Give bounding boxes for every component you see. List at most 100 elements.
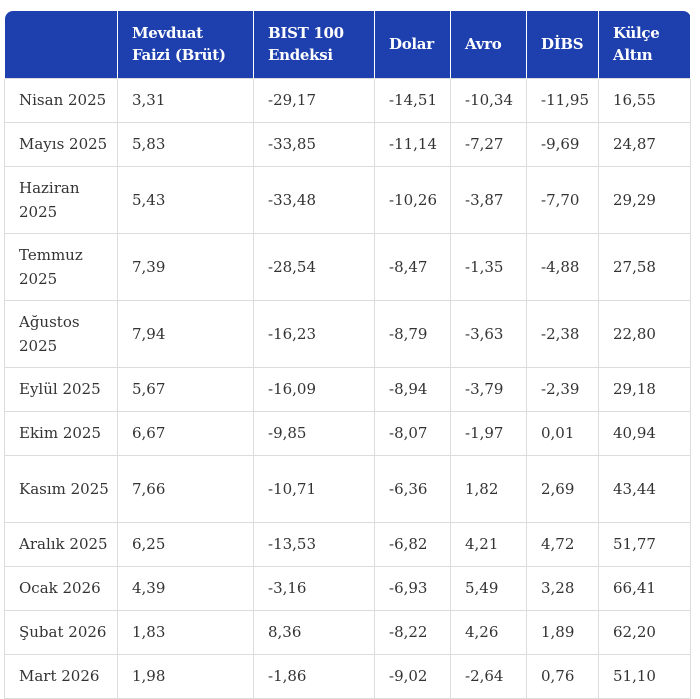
returns-table-container: Mevduat Faizi (Brüt) BIST 100 Endeksi Do… [4, 11, 691, 699]
euro-cell: -3,87 [450, 165, 527, 234]
table-row: Mart 2026 1,98 -1,86 -9,02 -2,64 0,76 51… [4, 653, 691, 699]
gold-bullion-cell: 29,29 [598, 165, 691, 234]
gold-bullion-cell: 22,80 [598, 299, 691, 368]
table-header: Mevduat Faizi (Brüt) BIST 100 Endeksi Do… [4, 11, 691, 78]
dibs-cell: -2,39 [526, 366, 599, 412]
bist100-cell: -29,17 [253, 77, 375, 123]
gold-bullion-cell: 16,55 [598, 77, 691, 123]
period-cell: Eylül 2025 [4, 366, 118, 412]
deposit-rate-cell: 5,43 [117, 165, 254, 234]
table-row: Haziran 2025 5,43 -33,48 -10,26 -3,87 -7… [4, 165, 691, 234]
table-row: Nisan 2025 3,31 -29,17 -14,51 -10,34 -11… [4, 77, 691, 123]
gold-bullion-cell: 24,87 [598, 121, 691, 167]
dibs-cell: 1,89 [526, 609, 599, 655]
period-cell: Mart 2026 [4, 653, 118, 699]
dollar-cell: -6,93 [374, 565, 451, 611]
deposit-rate-cell: 1,83 [117, 609, 254, 655]
bist100-cell: -3,16 [253, 565, 375, 611]
gold-bullion-cell: 51,77 [598, 521, 691, 567]
deposit-rate-cell: 5,83 [117, 121, 254, 167]
table-row: Ekim 2025 6,67 -9,85 -8,07 -1,97 0,01 40… [4, 410, 691, 456]
table-row: Temmuz 2025 7,39 -28,54 -8,47 -1,35 -4,8… [4, 232, 691, 301]
gold-bullion-cell: 40,94 [598, 410, 691, 456]
header-cell-dibs: DİBS [526, 11, 599, 78]
deposit-rate-cell: 3,31 [117, 77, 254, 123]
gold-bullion-cell: 51,10 [598, 653, 691, 699]
deposit-rate-cell: 6,67 [117, 410, 254, 456]
euro-cell: -10,34 [450, 77, 527, 123]
table-row: Şubat 2026 1,83 8,36 -8,22 4,26 1,89 62,… [4, 609, 691, 655]
bist100-cell: -16,09 [253, 366, 375, 412]
dollar-cell: -8,94 [374, 366, 451, 412]
gold-bullion-cell: 62,20 [598, 609, 691, 655]
period-cell: Aralık 2025 [4, 521, 118, 567]
table-row: Mayıs 2025 5,83 -33,85 -11,14 -7,27 -9,6… [4, 121, 691, 167]
table-row: Ocak 2026 4,39 -3,16 -6,93 5,49 3,28 66,… [4, 565, 691, 611]
dibs-cell: -11,95 [526, 77, 599, 123]
euro-cell: 1,82 [450, 454, 527, 523]
dibs-cell: 4,72 [526, 521, 599, 567]
dollar-cell: -9,02 [374, 653, 451, 699]
dibs-cell: -9,69 [526, 121, 599, 167]
bist100-cell: -13,53 [253, 521, 375, 567]
dibs-cell: 0,76 [526, 653, 599, 699]
period-cell: Temmuz 2025 [4, 232, 118, 301]
bist100-cell: -33,85 [253, 121, 375, 167]
euro-cell: -3,79 [450, 366, 527, 412]
deposit-rate-cell: 5,67 [117, 366, 254, 412]
deposit-rate-cell: 6,25 [117, 521, 254, 567]
period-cell: Haziran 2025 [4, 165, 118, 234]
euro-cell: 5,49 [450, 565, 527, 611]
period-cell: Ağustos 2025 [4, 299, 118, 368]
gold-bullion-cell: 66,41 [598, 565, 691, 611]
dibs-cell: 2,69 [526, 454, 599, 523]
table-row: Ağustos 2025 7,94 -16,23 -8,79 -3,63 -2,… [4, 299, 691, 368]
header-cell-deposit-rate: Mevduat Faizi (Brüt) [117, 11, 254, 78]
dibs-cell: -2,38 [526, 299, 599, 368]
deposit-rate-cell: 7,39 [117, 232, 254, 301]
header-cell-dollar: Dolar [374, 11, 451, 78]
header-cell-euro: Avro [450, 11, 527, 78]
dollar-cell: -6,36 [374, 454, 451, 523]
bist100-cell: -16,23 [253, 299, 375, 368]
period-cell: Nisan 2025 [4, 77, 118, 123]
dibs-cell: 0,01 [526, 410, 599, 456]
bist100-cell: -28,54 [253, 232, 375, 301]
bist100-cell: -10,71 [253, 454, 375, 523]
header-cell-gold-bullion: Külçe Altın [598, 11, 691, 78]
euro-cell: -2,64 [450, 653, 527, 699]
gold-bullion-cell: 29,18 [598, 366, 691, 412]
deposit-rate-cell: 4,39 [117, 565, 254, 611]
dollar-cell: -11,14 [374, 121, 451, 167]
dollar-cell: -8,79 [374, 299, 451, 368]
header-cell-bist100: BIST 100 Endeksi [253, 11, 375, 78]
gold-bullion-cell: 27,58 [598, 232, 691, 301]
returns-table: Mevduat Faizi (Brüt) BIST 100 Endeksi Do… [4, 11, 691, 699]
euro-cell: -1,35 [450, 232, 527, 301]
deposit-rate-cell: 7,94 [117, 299, 254, 368]
period-cell: Ocak 2026 [4, 565, 118, 611]
bist100-cell: 8,36 [253, 609, 375, 655]
table-row: Aralık 2025 6,25 -13,53 -6,82 4,21 4,72 … [4, 521, 691, 567]
dibs-cell: -7,70 [526, 165, 599, 234]
euro-cell: -1,97 [450, 410, 527, 456]
dollar-cell: -8,22 [374, 609, 451, 655]
dollar-cell: -10,26 [374, 165, 451, 234]
table-row: Eylül 2025 5,67 -16,09 -8,94 -3,79 -2,39… [4, 366, 691, 412]
period-cell: Şubat 2026 [4, 609, 118, 655]
euro-cell: 4,21 [450, 521, 527, 567]
euro-cell: -3,63 [450, 299, 527, 368]
deposit-rate-cell: 1,98 [117, 653, 254, 699]
dollar-cell: -6,82 [374, 521, 451, 567]
euro-cell: 4,26 [450, 609, 527, 655]
dollar-cell: -8,47 [374, 232, 451, 301]
table-row: Kasım 2025 7,66 -10,71 -6,36 1,82 2,69 4… [4, 454, 691, 523]
period-cell: Mayıs 2025 [4, 121, 118, 167]
table-body: Nisan 2025 3,31 -29,17 -14,51 -10,34 -11… [4, 77, 691, 699]
header-cell-period [4, 11, 118, 78]
deposit-rate-cell: 7,66 [117, 454, 254, 523]
period-cell: Ekim 2025 [4, 410, 118, 456]
dollar-cell: -8,07 [374, 410, 451, 456]
bist100-cell: -1,86 [253, 653, 375, 699]
euro-cell: -7,27 [450, 121, 527, 167]
